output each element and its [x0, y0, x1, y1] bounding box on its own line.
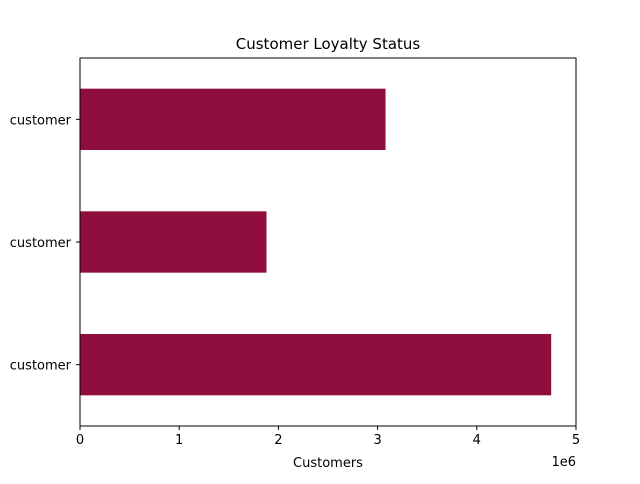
- x-tick-label: 0: [76, 433, 84, 448]
- bar: [80, 211, 267, 273]
- x-tick-label: 2: [274, 433, 282, 448]
- x-tick-label: 3: [373, 433, 381, 448]
- x-tick-label: 4: [473, 433, 481, 448]
- x-axis: 0 1 2 3 4 5: [76, 426, 580, 448]
- y-axis: customer customer customer: [10, 113, 80, 374]
- y-tick-label: customer: [10, 359, 72, 374]
- x-axis-label: Customers: [293, 456, 363, 471]
- chart-title: Customer Loyalty Status: [236, 35, 421, 53]
- y-tick-label: customer: [10, 236, 72, 251]
- x-tick-label: 1: [175, 433, 183, 448]
- bar: [80, 88, 386, 150]
- y-tick-label: customer: [10, 113, 72, 128]
- x-tick-label: 5: [572, 433, 580, 448]
- x-axis-offset-label: 1e6: [551, 455, 576, 470]
- bars-layer: [80, 88, 552, 396]
- bar: [80, 334, 552, 396]
